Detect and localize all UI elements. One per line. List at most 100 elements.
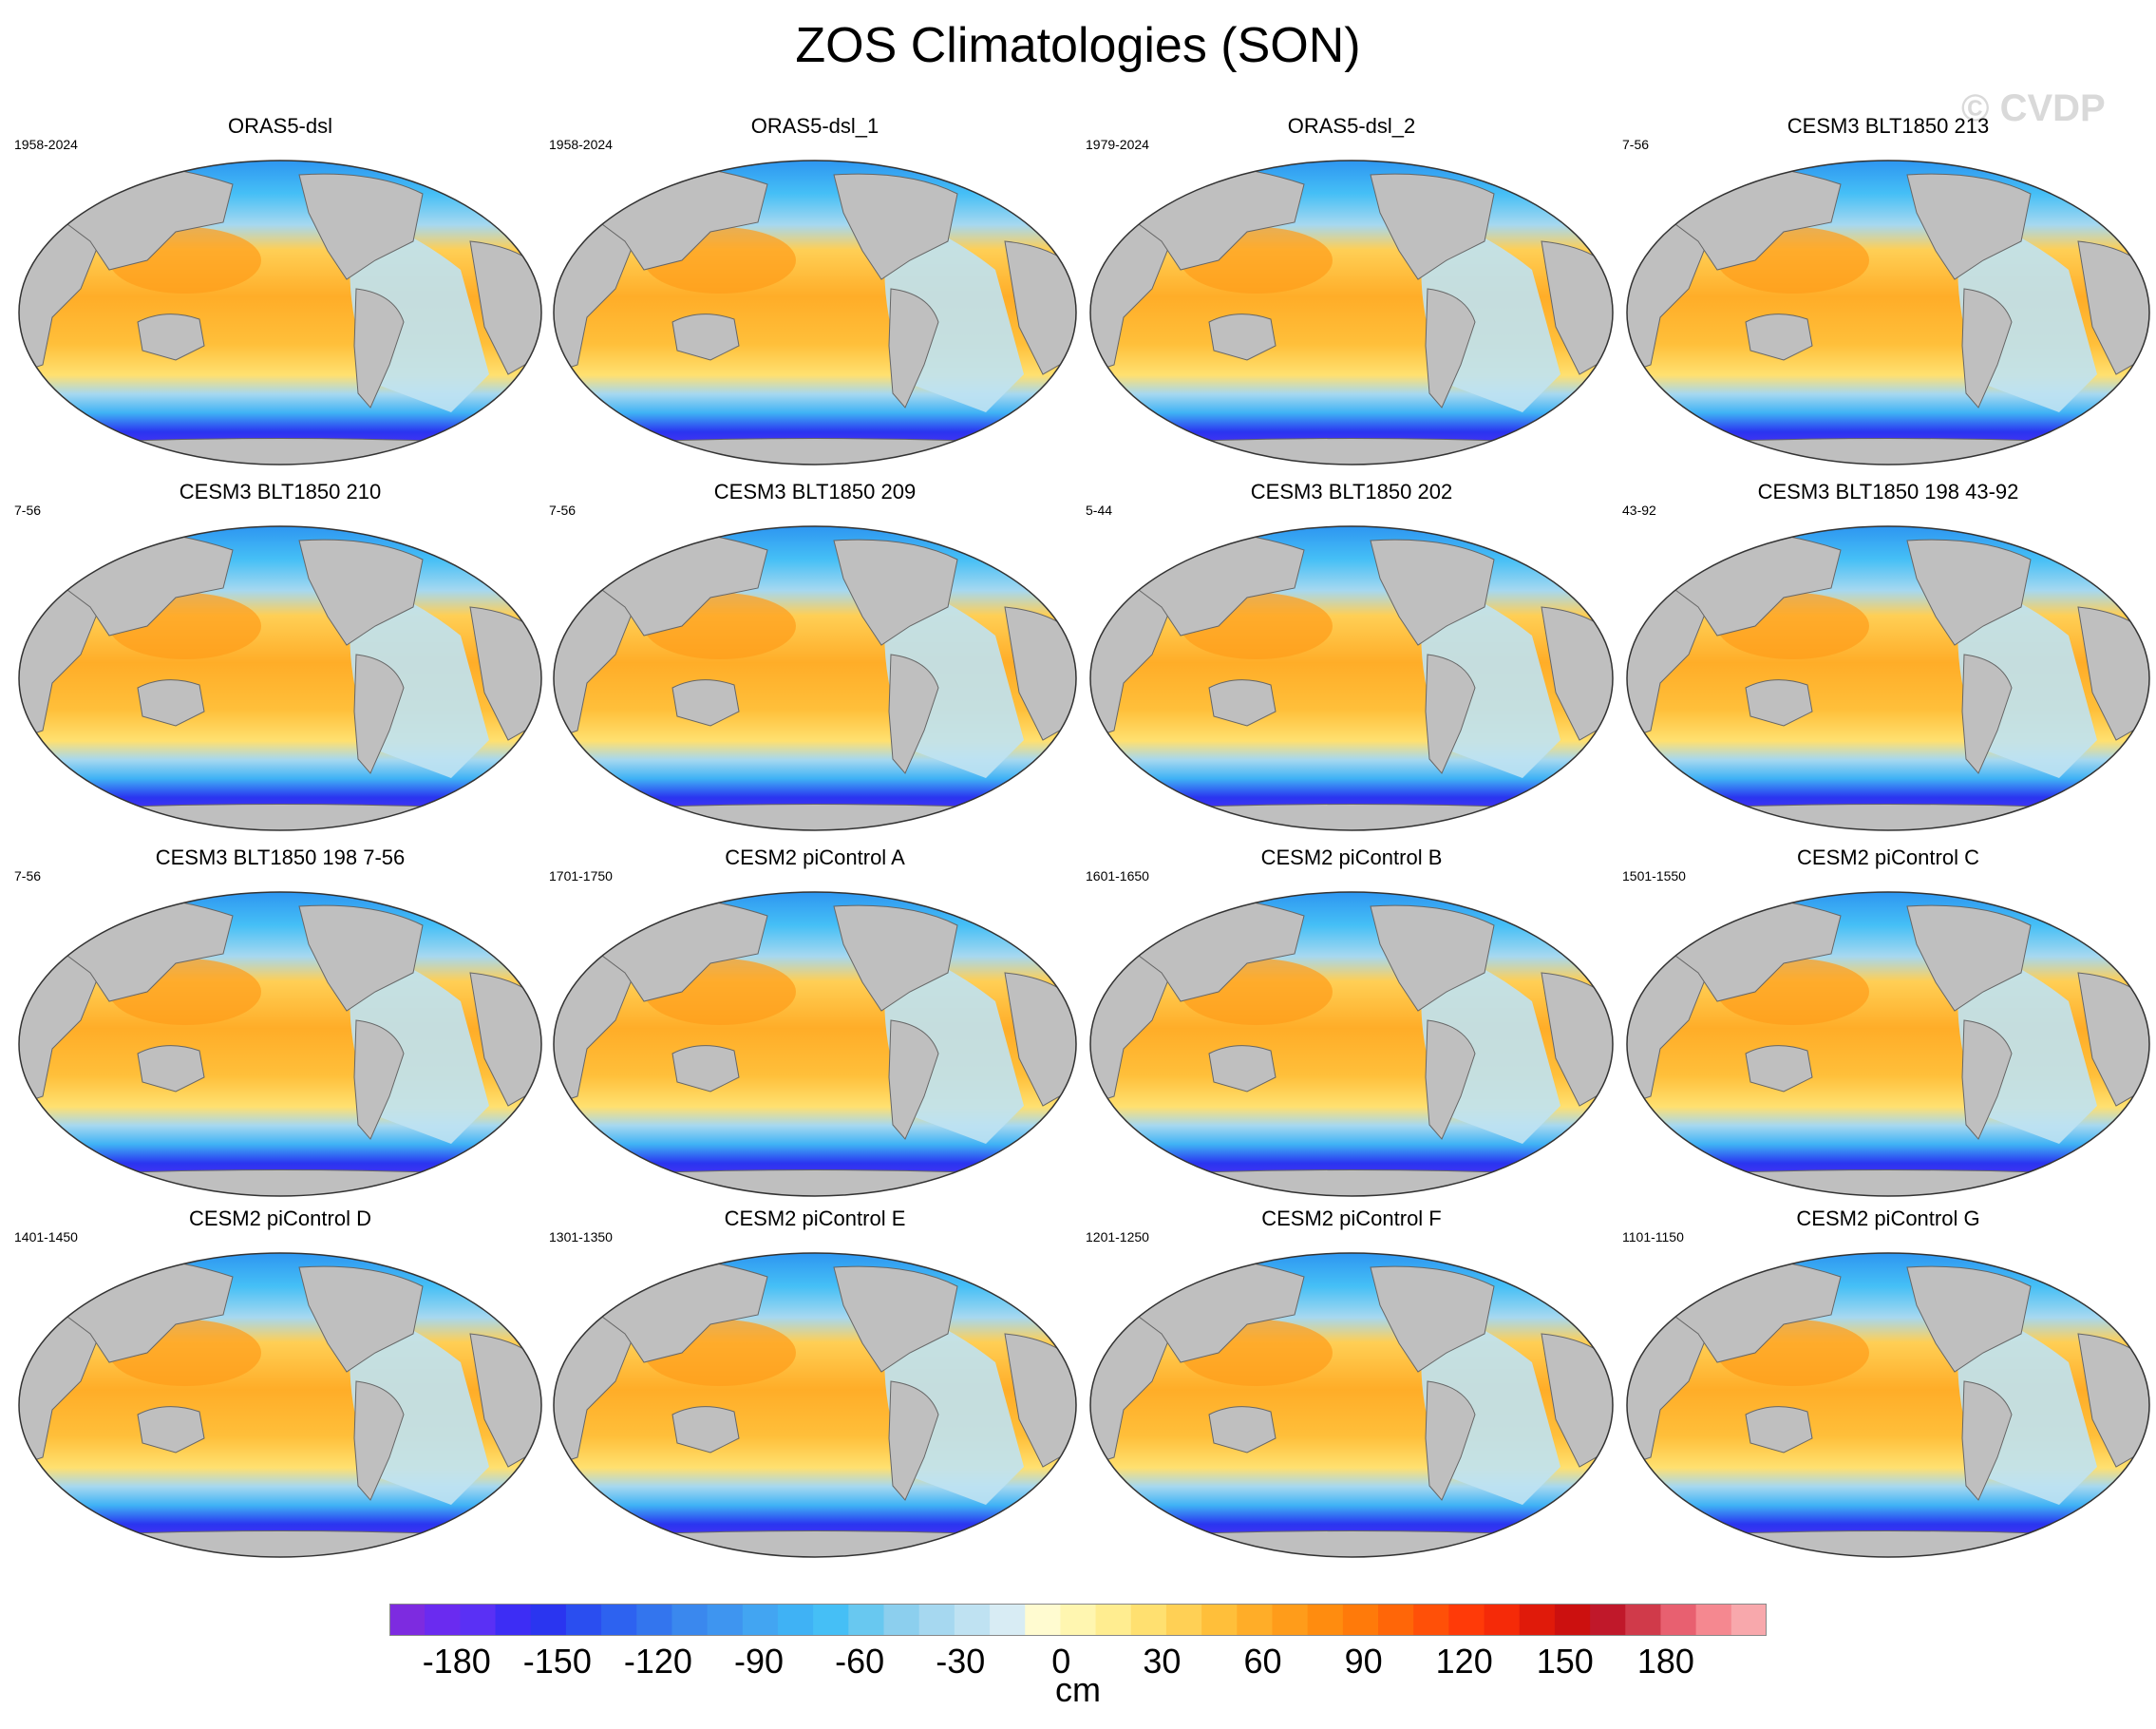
- colorbar-swatch: [1660, 1604, 1697, 1636]
- colorbar-swatch: [883, 1604, 920, 1636]
- world-map: [18, 1252, 542, 1558]
- colorbar-tick-label: -180: [422, 1642, 491, 1681]
- panel-years: 1501-1550: [1622, 868, 1686, 884]
- colorbar-swatch: [990, 1604, 1026, 1636]
- map-panel: ORAS5-dsl_2 1979-2024: [1086, 114, 1617, 475]
- map-panel: CESM2 piControl D 1401-1450: [14, 1206, 546, 1568]
- world-map: [553, 891, 1077, 1197]
- panel-title: CESM3 BLT1850 202: [1250, 480, 1453, 504]
- watermark: © CVDP: [1961, 87, 2106, 129]
- panel-title: CESM2 piControl D: [189, 1206, 371, 1230]
- colorbar-swatch: [601, 1604, 637, 1636]
- panel-years: 7-56: [1622, 137, 1650, 152]
- panel-title: CESM2 piControl A: [725, 846, 905, 869]
- colorbar-swatch: [1165, 1604, 1202, 1636]
- panel-years: 5-44: [1086, 503, 1113, 518]
- world-map: [1626, 1252, 2150, 1558]
- world-map: [553, 160, 1077, 466]
- colorbar-tick-label: -90: [734, 1642, 785, 1681]
- colorbar-tick-label: -150: [522, 1642, 592, 1681]
- colorbar-tick-label: 150: [1536, 1642, 1594, 1681]
- panel-title: CESM3 BLT1850 210: [179, 480, 382, 504]
- panel-years: 7-56: [14, 503, 42, 518]
- map-panel: CESM2 piControl B 1601-1650: [1086, 846, 1617, 1206]
- colorbar-swatch: [1025, 1604, 1062, 1636]
- panel-years: 1101-1150: [1622, 1229, 1684, 1244]
- colorbar-swatch: [1201, 1604, 1238, 1636]
- colorbar-swatch: [636, 1604, 673, 1636]
- map-panel: CESM2 piControl F 1201-1250: [1086, 1206, 1617, 1568]
- panel-title: CESM2 piControl B: [1260, 846, 1443, 869]
- map-panel: ORAS5-dsl 1958-2024: [14, 114, 546, 475]
- colorbar-swatch: [1590, 1604, 1626, 1636]
- colorbar-tick-label: 180: [1636, 1642, 1694, 1681]
- panel-title: ORAS5-dsl_1: [750, 114, 879, 138]
- colorbar-swatch: [742, 1604, 779, 1636]
- colorbar-tick-label: -60: [835, 1642, 885, 1681]
- world-map: [18, 891, 542, 1197]
- panel-title: CESM2 piControl F: [1261, 1206, 1442, 1230]
- colorbar-tick-label: 60: [1243, 1642, 1282, 1681]
- panel-years: 7-56: [549, 503, 577, 518]
- colorbar-swatch: [1625, 1604, 1662, 1636]
- colorbar-swatch: [530, 1604, 567, 1636]
- panel-title: CESM2 piControl C: [1797, 846, 1979, 869]
- panel-years: 1958-2024: [549, 137, 613, 152]
- colorbar-swatch: [565, 1604, 602, 1636]
- colorbar-swatch: [1413, 1604, 1449, 1636]
- colorbar-tick-label: 30: [1143, 1642, 1182, 1681]
- colorbar-swatch: [954, 1604, 991, 1636]
- colorbar-swatch: [1378, 1604, 1414, 1636]
- world-map: [1089, 160, 1614, 466]
- colorbar-units: cm: [1055, 1670, 1101, 1709]
- world-map: [553, 1252, 1077, 1558]
- world-map: [18, 160, 542, 466]
- colorbar-swatch: [389, 1604, 426, 1636]
- colorbar-swatch: [425, 1604, 461, 1636]
- colorbar-swatch: [777, 1604, 814, 1636]
- world-map: [1089, 1252, 1614, 1558]
- panel-years: 1958-2024: [14, 137, 78, 152]
- colorbar-swatch: [671, 1604, 709, 1636]
- panel-title: CESM3 BLT1850 213: [1787, 114, 1990, 138]
- colorbar-swatch: [1342, 1604, 1379, 1636]
- map-panel: CESM3 BLT1850 198 43-92 43-92: [1622, 480, 2154, 841]
- panel-years: 1401-1450: [14, 1229, 78, 1244]
- world-map: [1089, 891, 1614, 1197]
- panel-years: 1701-1750: [549, 868, 613, 884]
- map-panel: CESM2 piControl A 1701-1750: [549, 846, 1081, 1206]
- colorbar-swatch: [1730, 1604, 1767, 1636]
- map-panel: CESM3 BLT1850 210 7-56: [14, 480, 546, 841]
- panel-years: 7-56: [14, 868, 42, 884]
- map-panel: CESM3 BLT1850 202 5-44: [1086, 480, 1617, 841]
- map-panel: CESM2 piControl G 1101-1150: [1622, 1206, 2154, 1568]
- panel-title: CESM3 BLT1850 209: [713, 480, 917, 504]
- panel-years: 1979-2024: [1086, 137, 1149, 152]
- world-map: [1626, 891, 2150, 1197]
- colorbar-swatch: [1484, 1604, 1521, 1636]
- colorbar-swatch: [1060, 1604, 1097, 1636]
- colorbar-swatch: [1519, 1604, 1556, 1636]
- figure-title: ZOS Climatologies (SON): [795, 18, 1361, 73]
- colorbar-swatch: [848, 1604, 885, 1636]
- panel-title: CESM2 piControl E: [724, 1206, 906, 1230]
- colorbar-swatch: [1307, 1604, 1344, 1636]
- colorbar-swatch: [1237, 1604, 1274, 1636]
- colorbar-swatch: [460, 1604, 497, 1636]
- panel-years: 1201-1250: [1086, 1229, 1149, 1244]
- colorbar: [389, 1604, 1767, 1636]
- world-map: [18, 525, 542, 831]
- colorbar-swatch: [918, 1604, 955, 1636]
- panel-title: ORAS5-dsl_2: [1287, 114, 1416, 138]
- colorbar-swatch: [495, 1604, 532, 1636]
- panel-title: CESM3 BLT1850 198 7-56: [155, 846, 406, 869]
- colorbar-swatch: [707, 1604, 744, 1636]
- panel-years: 43-92: [1622, 503, 1656, 518]
- panel-years: 1301-1350: [549, 1229, 613, 1244]
- colorbar-swatch: [1272, 1604, 1309, 1636]
- colorbar-tick-label: 90: [1344, 1642, 1383, 1681]
- panel-title: CESM2 piControl G: [1796, 1206, 1980, 1230]
- map-panel: CESM3 BLT1850 209 7-56: [549, 480, 1081, 841]
- colorbar-labels: -180 -150 -120 -90 -60 -30 0 30 60 90 120 150 180: [0, 1642, 2156, 1685]
- world-map: [1626, 160, 2150, 466]
